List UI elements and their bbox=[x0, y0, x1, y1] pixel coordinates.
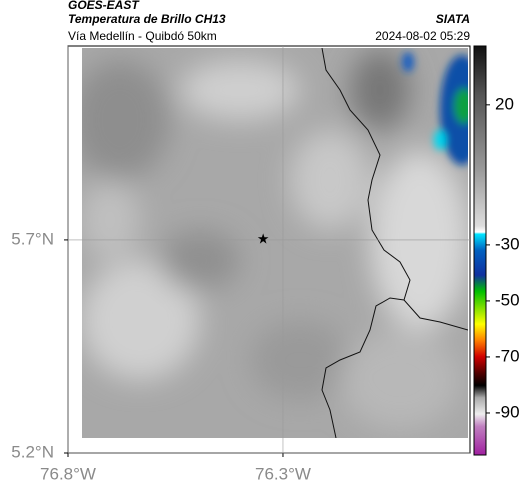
title: GOES-EAST bbox=[68, 0, 140, 12]
subtitle: Temperatura de Brillo CH13 bbox=[68, 12, 226, 26]
satellite-image bbox=[82, 48, 468, 438]
colorbar-label: -30 bbox=[495, 234, 520, 253]
timestamp: 2024-08-02 05:29 bbox=[375, 29, 470, 43]
colorbar-label: -70 bbox=[495, 346, 520, 365]
x-tick-label: 76.8°W bbox=[40, 464, 96, 483]
y-tick-label: 5.2°N bbox=[11, 442, 54, 461]
x-tick-label: 76.3°W bbox=[255, 464, 311, 483]
y-tick-label: 5.7°N bbox=[11, 229, 54, 248]
colorbar bbox=[473, 45, 487, 456]
route: Vía Medellín - Quibdó 50km bbox=[68, 29, 217, 43]
colorbar-label: 20 bbox=[495, 94, 514, 113]
colorbar-label: -50 bbox=[495, 290, 520, 309]
colorbar-label: -90 bbox=[495, 402, 520, 421]
source: SIATA bbox=[436, 12, 470, 26]
location-marker: ★ bbox=[257, 231, 270, 247]
